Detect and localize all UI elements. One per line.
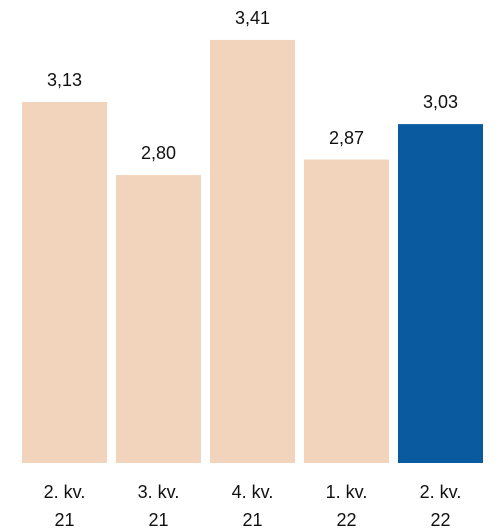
value-label: 3,41 <box>234 7 271 28</box>
x-tick-label: 3. kv. 21 <box>137 482 180 530</box>
value-label: 2,87 <box>328 127 365 148</box>
value-label: 3,13 <box>46 69 83 90</box>
x-tick-label: 1. kv. 22 <box>325 482 368 530</box>
x-tick-label: 2. kv. 22 <box>419 482 462 530</box>
bar <box>22 101 107 463</box>
bar <box>116 175 201 464</box>
bar <box>210 39 295 464</box>
x-tick-label: 2. kv. 21 <box>43 482 86 530</box>
bar <box>304 159 389 464</box>
x-tick-label: 4. kv. 21 <box>231 482 274 530</box>
bar <box>398 124 483 463</box>
value-label: 3,03 <box>422 92 459 113</box>
value-label: 2,80 <box>140 143 177 164</box>
